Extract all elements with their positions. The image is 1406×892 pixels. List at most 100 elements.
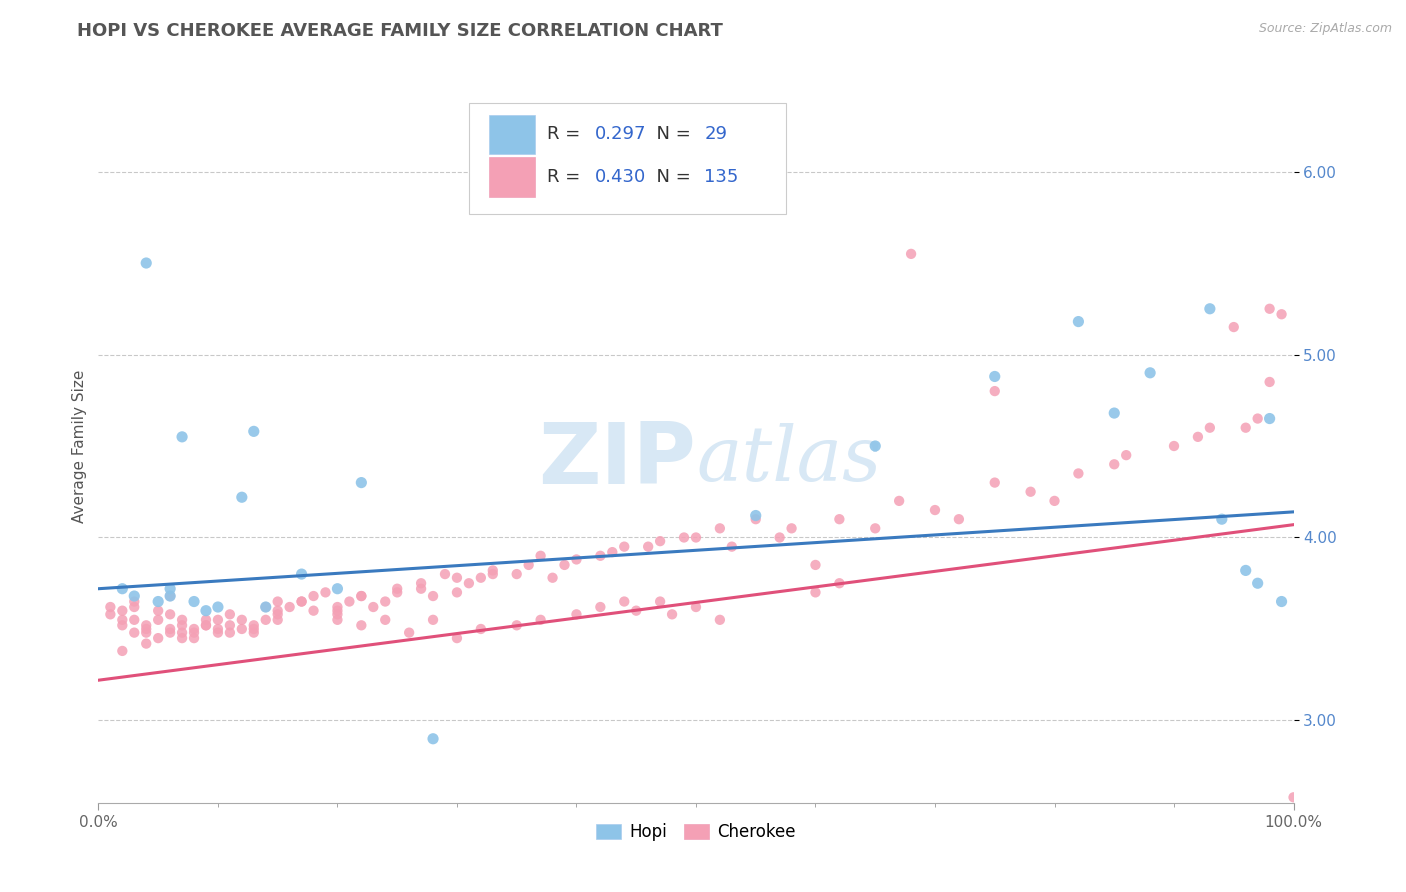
Y-axis label: Average Family Size: Average Family Size: [72, 369, 87, 523]
Point: [111, 618, 134, 632]
Point: [172, 618, 194, 632]
Point: [135, 622, 157, 636]
Text: atlas: atlas: [696, 424, 882, 497]
Point: [804, 585, 827, 599]
Point: [889, 494, 911, 508]
Point: [111, 644, 134, 658]
Point: [385, 582, 409, 596]
Point: [721, 540, 744, 554]
Point: [1115, 448, 1137, 462]
Point: [1223, 320, 1246, 334]
Point: [124, 625, 146, 640]
Point: [326, 607, 349, 622]
Point: [1139, 366, 1161, 380]
Point: [1199, 301, 1222, 316]
Point: [1271, 307, 1294, 321]
Point: [709, 521, 731, 535]
Point: [291, 594, 314, 608]
Point: [458, 576, 481, 591]
Point: [1258, 375, 1281, 389]
Point: [673, 531, 696, 545]
Point: [326, 600, 349, 615]
Point: [470, 571, 492, 585]
Point: [1211, 512, 1233, 526]
Point: [207, 625, 229, 640]
Point: [565, 552, 588, 566]
Point: [661, 607, 683, 622]
Point: [350, 475, 373, 490]
Point: [506, 567, 529, 582]
Text: R =: R =: [547, 168, 585, 186]
Point: [1019, 484, 1042, 499]
Text: 0.430: 0.430: [595, 168, 645, 186]
Point: [709, 613, 731, 627]
Point: [291, 594, 314, 608]
Point: [124, 594, 146, 608]
Point: [243, 625, 266, 640]
Point: [148, 631, 170, 645]
Point: [124, 589, 146, 603]
Point: [111, 582, 134, 596]
Point: [804, 558, 827, 572]
Point: [434, 567, 457, 582]
Point: [554, 558, 576, 572]
Point: [530, 613, 553, 627]
Point: [589, 549, 612, 563]
Point: [350, 618, 373, 632]
Point: [135, 625, 157, 640]
Text: N =: N =: [644, 168, 696, 186]
Point: [1234, 563, 1257, 577]
Point: [422, 731, 444, 746]
Point: [219, 618, 242, 632]
Point: [828, 576, 851, 591]
Point: [111, 604, 134, 618]
Point: [159, 622, 181, 636]
Point: [828, 512, 851, 526]
Point: [984, 369, 1007, 384]
Point: [1234, 420, 1257, 434]
Point: [613, 594, 636, 608]
Point: [231, 613, 253, 627]
Point: [685, 531, 707, 545]
Point: [315, 585, 337, 599]
Point: [1067, 467, 1090, 481]
Point: [302, 589, 325, 603]
Point: [648, 534, 672, 549]
Point: [135, 637, 157, 651]
Point: [398, 625, 420, 640]
Point: [470, 622, 492, 636]
Point: [602, 545, 624, 559]
Point: [984, 384, 1007, 398]
Point: [1104, 406, 1126, 420]
Point: [124, 613, 146, 627]
Point: [481, 567, 505, 582]
Point: [254, 600, 277, 615]
Point: [159, 582, 181, 596]
Point: [374, 613, 396, 627]
Point: [195, 613, 218, 627]
Point: [446, 631, 468, 645]
Point: [159, 589, 181, 603]
Text: 0.297: 0.297: [595, 125, 645, 143]
Point: [1258, 301, 1281, 316]
FancyBboxPatch shape: [489, 157, 534, 196]
Point: [195, 604, 218, 618]
Point: [172, 631, 194, 645]
Point: [541, 571, 564, 585]
Point: [446, 571, 468, 585]
Point: [422, 589, 444, 603]
Point: [411, 582, 433, 596]
Legend: Hopi, Cherokee: Hopi, Cherokee: [589, 817, 803, 848]
Point: [302, 604, 325, 618]
Point: [278, 600, 301, 615]
Point: [1104, 458, 1126, 472]
Point: [363, 600, 385, 615]
Point: [231, 622, 253, 636]
Point: [1282, 790, 1305, 805]
Text: 29: 29: [704, 125, 727, 143]
Point: [148, 594, 170, 608]
Point: [231, 490, 253, 504]
Point: [183, 594, 205, 608]
Point: [183, 625, 205, 640]
Point: [183, 631, 205, 645]
